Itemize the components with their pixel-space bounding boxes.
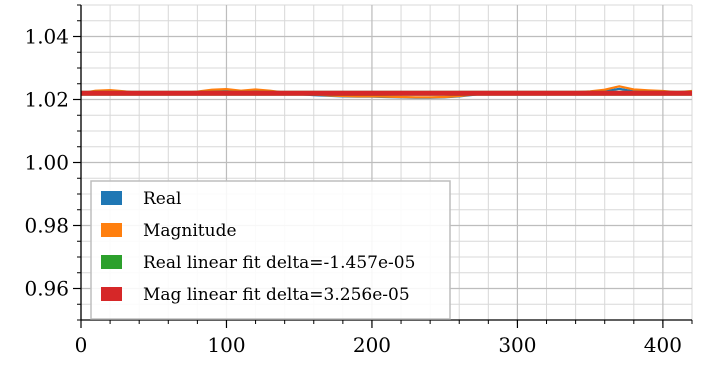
legend-swatch (101, 191, 122, 205)
legend: Real Magnitude Real linear fit delta=-1.45… (90, 180, 451, 320)
y-tick-label: 1.00 (24, 151, 69, 175)
x-tick-label: 100 (207, 333, 245, 357)
legend-box (90, 180, 451, 320)
x-tick-label: 300 (498, 333, 536, 357)
y-tick-label: 1.02 (24, 88, 69, 112)
x-tick-label: 0 (75, 333, 88, 357)
y-tick-label: 1.04 (24, 25, 69, 49)
x-tick-label: 200 (353, 333, 391, 357)
legend-label: Mag linear fit delta=3.256e-05 (143, 285, 410, 305)
series-layer (81, 85, 692, 99)
ticks (73, 4, 693, 328)
legend-swatch (101, 287, 122, 301)
tick-labels: 0 100 200 300 400 0.96 0.98 1.00 1.02 1.04 (24, 25, 682, 358)
y-tick-label: 0.96 (24, 277, 69, 301)
legend-swatch (101, 223, 122, 237)
legend-label: Real linear fit delta=-1.457e-05 (143, 253, 415, 273)
legend-label: Magnitude (143, 221, 237, 241)
legend-swatch (101, 255, 122, 269)
legend-label: Real (143, 189, 181, 209)
y-tick-label: 0.98 (24, 214, 69, 238)
x-tick-label: 400 (644, 333, 682, 357)
